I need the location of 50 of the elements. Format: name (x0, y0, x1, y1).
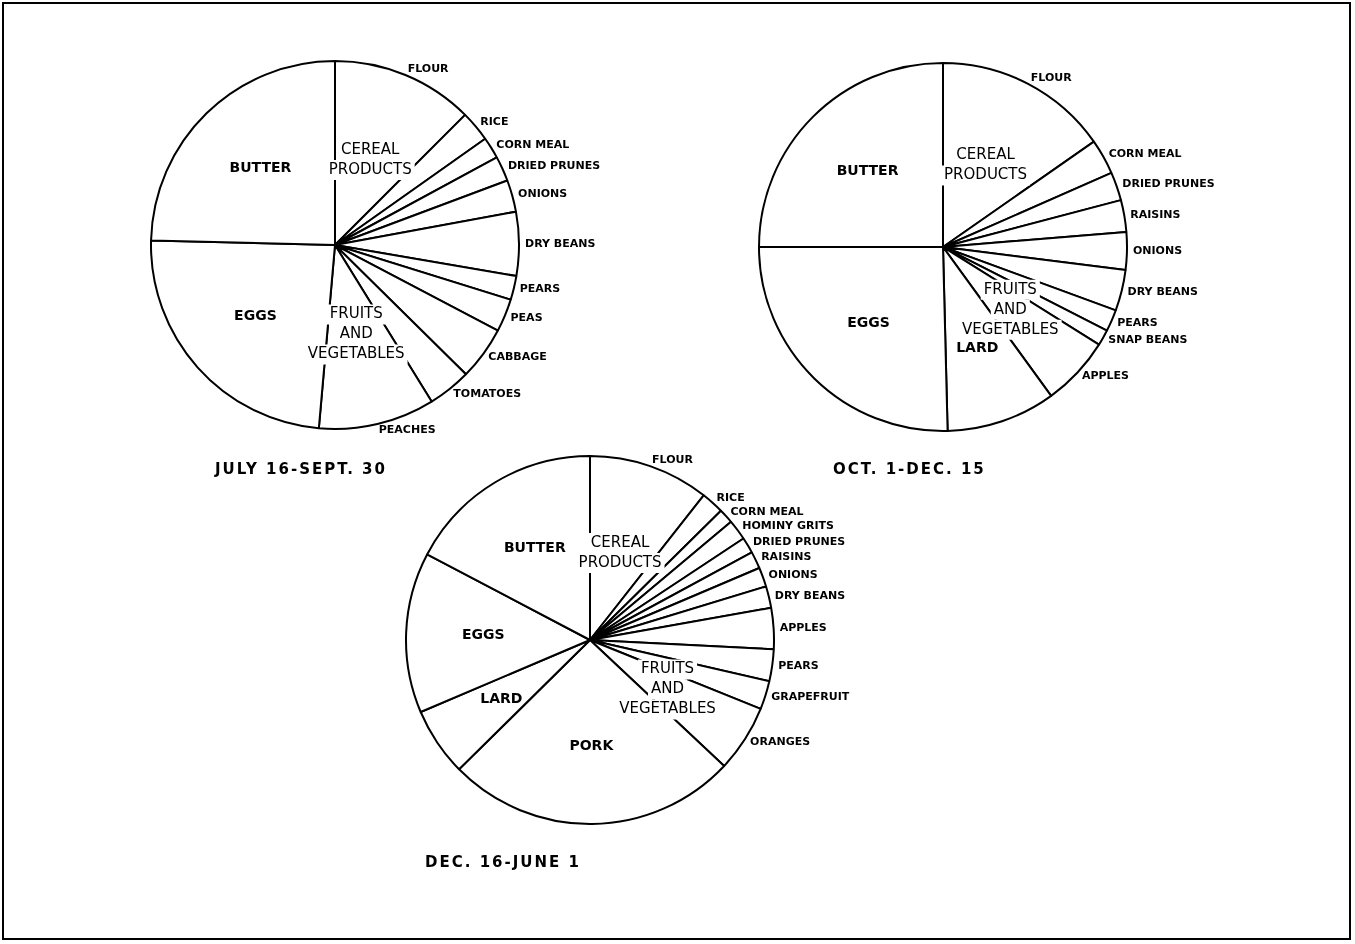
slice-label: ORANGES (750, 735, 811, 749)
slice-label: RAISINS (1130, 207, 1181, 221)
slice-label: LARD (480, 690, 523, 707)
text: CEREAL PRODUCTS (944, 145, 1028, 184)
slice-label: DRY BEANS (774, 588, 846, 602)
slice-label: CORN MEAL (730, 504, 804, 518)
slice-label: BUTTER (503, 539, 566, 556)
slice-label: DRIED PRUNES (507, 159, 601, 173)
slice-label: PEACHES (378, 422, 436, 436)
text: CEREAL PRODUCTS (328, 139, 412, 178)
slice-label: EGGS (462, 626, 505, 643)
slice-label: DRY BEANS (1127, 284, 1199, 298)
slice-label: PEARS (519, 282, 561, 296)
slice-label: DRY BEANS (525, 236, 596, 250)
slice-label: APPLES (779, 620, 827, 634)
slice-label: SNAP BEANS (1108, 333, 1188, 347)
text: OCT. 1-DEC. 15 (833, 460, 986, 478)
text: JULY 16-SEPT. 30 (215, 460, 387, 478)
slice-label: TOMATOES (453, 386, 522, 400)
text: CEREAL PRODUCTS (578, 532, 662, 571)
text: FRUITS AND VEGETABLES (307, 304, 405, 363)
slice-label: DRIED PRUNES (1122, 177, 1215, 191)
slice-label: PEAS (510, 310, 543, 324)
slice-label: DRIED PRUNES (752, 535, 846, 549)
slice-label: ONIONS (518, 187, 568, 201)
text: FRUITS AND VEGETABLES (619, 659, 716, 718)
slice-label: ONIONS (1132, 244, 1183, 258)
slice-label: FLOUR (652, 453, 694, 467)
slice-label: BUTTER (836, 162, 899, 179)
slice-label: RICE (716, 491, 745, 505)
slice-label: PEARS (778, 659, 819, 673)
slice-label: CORN MEAL (1108, 146, 1182, 160)
slice-label: FLOUR (1030, 71, 1073, 85)
slice-label: LARD (956, 338, 999, 355)
slice-label: EGGS (234, 306, 277, 323)
slice-label: BUTTER (229, 159, 292, 176)
slice-label: RAISINS (761, 550, 812, 564)
slice-label: EGGS (847, 314, 890, 331)
slice-label: PEARS (1117, 315, 1158, 329)
slice-label: APPLES (1081, 369, 1130, 383)
slice-label: CABBAGE (488, 350, 547, 364)
text: FRUITS AND VEGETABLES (961, 279, 1059, 338)
slice-label: HOMINY GRITS (742, 519, 834, 533)
slice-label: FLOUR (407, 62, 450, 76)
slice-label: RICE (480, 115, 509, 129)
slice-label: GRAPEFRUIT (771, 689, 850, 703)
text: DEC. 16-JUNE 1 (425, 853, 581, 871)
slice-label: ONIONS (768, 567, 818, 581)
slice-label: CORN MEAL (496, 137, 570, 151)
slice-label: PORK (569, 737, 615, 754)
